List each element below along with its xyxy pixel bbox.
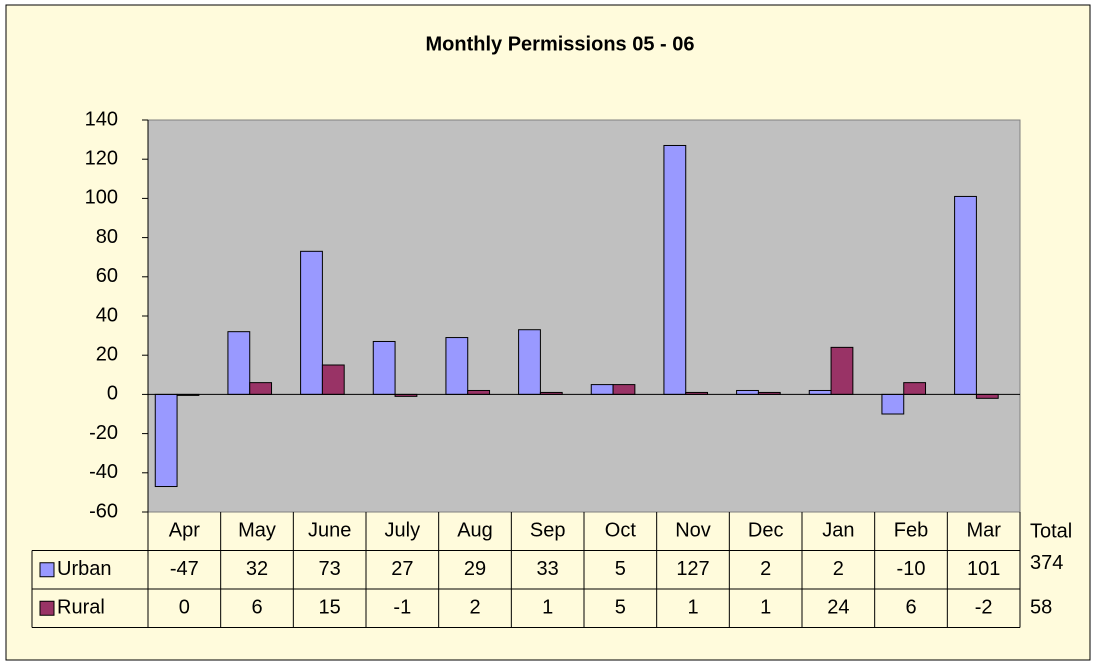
bar xyxy=(830,346,854,395)
bar xyxy=(903,382,927,395)
table-value: 33 xyxy=(537,558,559,580)
x-tick-label: Sep xyxy=(530,520,566,542)
table-value: -1 xyxy=(393,597,411,619)
table-value: 24 xyxy=(827,597,849,619)
legend-swatch xyxy=(39,600,55,616)
total-value: 374 xyxy=(1030,552,1063,574)
bar xyxy=(612,384,636,395)
table-value: 2 xyxy=(760,558,771,580)
bar xyxy=(736,389,759,395)
x-tick-label: Jan xyxy=(822,520,854,542)
y-tick-label: 80 xyxy=(96,226,118,248)
chart-title: Monthly Permissions 05 - 06 xyxy=(426,33,695,55)
y-tick-label: -60 xyxy=(89,500,118,522)
table-value: 0 xyxy=(179,597,190,619)
table-value: 101 xyxy=(967,558,1000,580)
y-tick-label: 100 xyxy=(85,187,118,209)
y-tick-label: 140 xyxy=(85,108,118,130)
table-value: -2 xyxy=(975,597,993,619)
y-tick-label: -20 xyxy=(89,422,118,444)
x-tick-label: Aug xyxy=(457,520,493,542)
bar xyxy=(881,393,905,415)
bar xyxy=(300,250,323,395)
table-value: 32 xyxy=(246,558,268,580)
table-value: 1 xyxy=(687,597,698,619)
table-value: 6 xyxy=(905,597,916,619)
table-value: 5 xyxy=(615,597,626,619)
table-value: -47 xyxy=(170,558,199,580)
total-header: Total xyxy=(1030,520,1072,542)
table-value: 29 xyxy=(464,558,486,580)
bar xyxy=(249,382,273,395)
table-value: 127 xyxy=(676,558,709,580)
table-value: 1 xyxy=(760,597,771,619)
bar xyxy=(154,393,178,488)
legend-swatch xyxy=(39,562,55,578)
bar xyxy=(372,340,396,395)
y-tick-label: -40 xyxy=(89,461,118,483)
y-tick-label: 40 xyxy=(96,304,118,326)
legend-label: Rural xyxy=(57,597,105,619)
x-tick-label: May xyxy=(238,520,276,542)
table-value: 2 xyxy=(469,597,480,619)
x-tick-label: July xyxy=(385,520,421,542)
bar xyxy=(954,195,977,395)
x-tick-label: Dec xyxy=(748,520,784,542)
x-tick-label: Feb xyxy=(894,520,928,542)
bar xyxy=(590,384,614,395)
bar xyxy=(663,144,687,395)
table-value: 2 xyxy=(833,558,844,580)
bar xyxy=(227,331,251,395)
bar xyxy=(445,337,469,395)
x-tick-label: Apr xyxy=(169,520,200,542)
bar xyxy=(467,389,491,395)
x-tick-label: Nov xyxy=(675,520,711,542)
y-tick-label: 0 xyxy=(107,383,118,405)
table-value: 73 xyxy=(319,558,341,580)
y-tick-label: 20 xyxy=(96,343,118,365)
bar xyxy=(321,364,345,395)
plot-area xyxy=(147,119,1021,513)
y-tick-label: 60 xyxy=(96,265,118,287)
table-value: -10 xyxy=(897,558,926,580)
table-value: 27 xyxy=(391,558,413,580)
total-value: 58 xyxy=(1030,597,1052,619)
table-value: 6 xyxy=(251,597,262,619)
y-tick-label: 120 xyxy=(85,147,118,169)
x-tick-label: June xyxy=(308,520,351,542)
bar xyxy=(518,329,541,395)
x-tick-label: Mar xyxy=(966,520,1001,542)
bar xyxy=(975,393,999,399)
table-value: 1 xyxy=(542,597,553,619)
table-value: 15 xyxy=(319,597,341,619)
table-value: 5 xyxy=(615,558,626,580)
bar xyxy=(808,389,832,395)
legend-label: Urban xyxy=(57,558,111,580)
x-tick-label: Oct xyxy=(605,520,637,542)
